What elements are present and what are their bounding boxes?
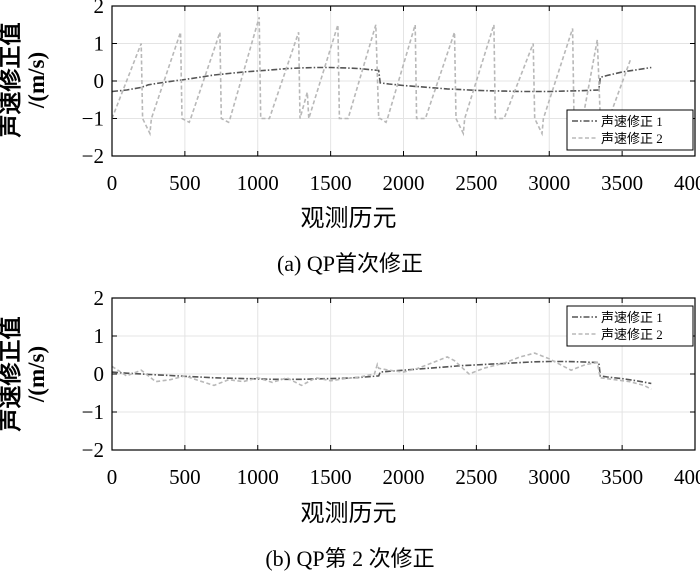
y-tick-label: −1 (82, 400, 104, 424)
y-tick-label: 2 (94, 286, 105, 310)
y-tick-label: 0 (94, 69, 105, 93)
x-tick-label: 3000 (528, 465, 570, 489)
panel-b: 0 500 1000 1500 2000 2500 3000 3500 4000 −2 −1 0 1 2 观… (0, 286, 700, 527)
series-line-2 (111, 352, 652, 390)
y-axis-label: 声速修正值/(m/s) (0, 23, 49, 138)
x-tick-label: 1000 (237, 171, 279, 195)
y-axis-label-line: 声速修正值 (0, 23, 23, 138)
x-tick-label: 2500 (455, 465, 497, 489)
x-tick-label: 4000 (674, 171, 700, 195)
x-tick-label: 3500 (601, 171, 643, 195)
y-axis-label-line: /(m/s) (24, 52, 49, 109)
x-tick-label: 1500 (310, 465, 352, 489)
y-tick-label: −2 (82, 144, 104, 168)
y-axis-label: 声速修正值/(m/s) (0, 317, 49, 432)
x-tick-label: 2000 (383, 171, 425, 195)
x-tick-label: 1500 (310, 171, 352, 195)
x-tick-label: 1000 (237, 465, 279, 489)
legend-label-2: 声速修正 2 (601, 327, 663, 342)
y-axis-label-line: /(m/s) (24, 346, 49, 403)
series-line-2 (111, 17, 632, 137)
panel-a: 0 500 1000 1500 2000 2500 3000 3500 4000 −2 −1 0 1 2 观… (0, 0, 700, 232)
legend-box (566, 109, 694, 151)
plot-frame (111, 5, 696, 157)
y-tick-label: 1 (94, 324, 105, 348)
x-tick-label: 0 (107, 465, 118, 489)
x-tick-label: 0 (107, 171, 118, 195)
y-axis-label-line: 声速修正值 (0, 317, 23, 432)
caption-b: (b) QP第 2 次修正 (265, 546, 435, 571)
plot-frame (111, 297, 696, 451)
legend-label-1: 声速修正 1 (601, 114, 663, 129)
x-axis-label: 观测历元 (301, 500, 397, 527)
x-tick-label: 500 (169, 171, 201, 195)
x-tick-label: 4000 (674, 465, 700, 489)
y-tick-label: −2 (82, 438, 104, 462)
x-tick-label: 500 (169, 465, 201, 489)
series-line-1 (111, 66, 652, 93)
y-tick-label: 1 (94, 32, 105, 56)
caption-a: (a) QP首次修正 (276, 251, 424, 276)
y-tick-label: −1 (82, 107, 104, 131)
y-tick-label: 0 (94, 362, 105, 386)
x-tick-label: 3500 (601, 465, 643, 489)
x-tick-label: 2000 (383, 465, 425, 489)
x-tick-label: 2500 (455, 171, 497, 195)
legend-box (566, 305, 694, 347)
series-line-1 (111, 360, 652, 385)
x-axis-label: 观测历元 (301, 205, 397, 232)
legend-label-2: 声速修正 2 (601, 131, 663, 146)
legend-label-1: 声速修正 1 (601, 310, 663, 325)
y-tick-label: 2 (94, 0, 105, 18)
x-tick-label: 3000 (528, 171, 570, 195)
